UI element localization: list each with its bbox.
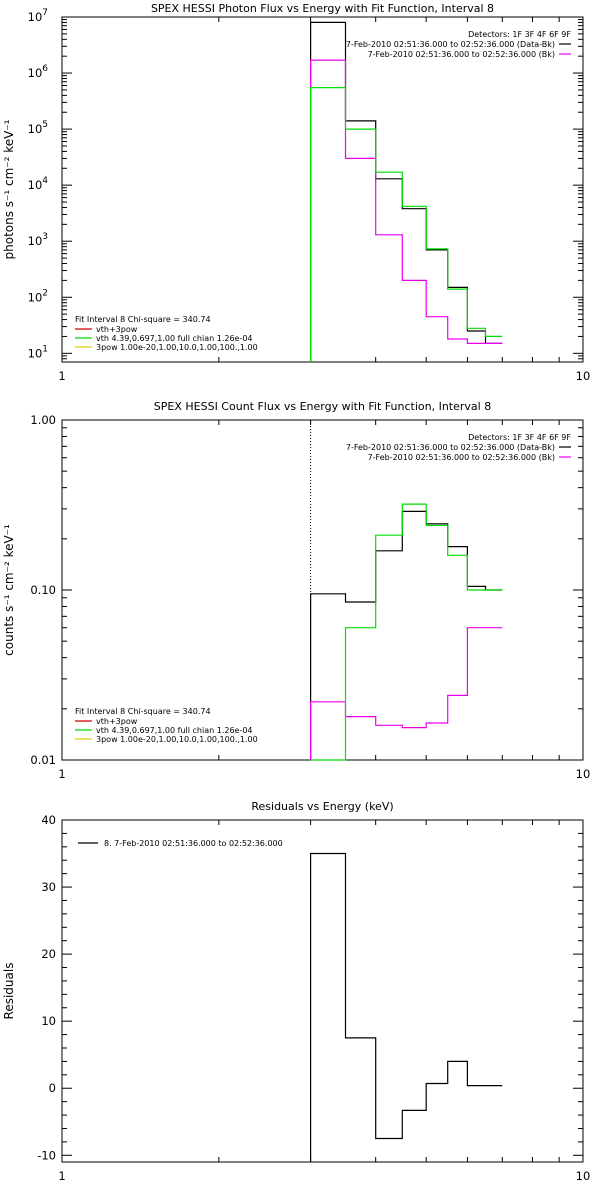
- y-tick-label: 105: [28, 120, 48, 136]
- y-tick-label: 1.00: [30, 413, 56, 427]
- legend-entry: 7-Feb-2010 02:51:36.000 to 02:52:36.000 …: [346, 443, 555, 452]
- legend-fit-item: 3pow 1.00e-20,1.00,10.0,1.00,100.,1.00: [96, 735, 258, 744]
- y-tick-label: 0.01: [30, 753, 56, 767]
- chart-title: SPEX HESSI Photon Flux vs Energy with Fi…: [151, 2, 494, 15]
- y-tick-label: 103: [28, 232, 48, 248]
- y-tick-base: 10: [28, 234, 43, 248]
- legend-fit-header: Fit Interval 8 Chi-square = 340.74: [75, 707, 211, 716]
- legend-detectors: Detectors: 1F 3F 4F 6F 9F: [468, 433, 571, 442]
- x-tick-label: 1: [58, 1169, 65, 1183]
- panel-1: SPEX HESSI Photon Flux vs Energy with Fi…: [2, 2, 590, 383]
- y-tick-label: 101: [28, 344, 48, 360]
- y-axis-label: counts s⁻¹ cm⁻² keV⁻¹: [2, 524, 16, 656]
- y-tick-label: 10: [41, 1014, 56, 1028]
- y-tick-label: 102: [28, 288, 48, 304]
- series-line-1: [310, 510, 503, 760]
- legend-fit-item: 3pow 1.00e-20,1.00,10.0,1.00,100.,1.00: [96, 343, 258, 352]
- y-tick-exponent: 1: [42, 344, 48, 354]
- x-tick-label: 10: [576, 369, 591, 383]
- y-tick-label: 107: [28, 8, 48, 24]
- y-tick-label: 0.10: [30, 583, 56, 597]
- legend-fit-header: Fit Interval 8 Chi-square = 340.74: [75, 315, 211, 324]
- y-axis-label: photons s⁻¹ cm⁻² keV⁻¹: [2, 119, 16, 259]
- y-tick-base: 10: [28, 290, 43, 304]
- y-tick-base: 10: [28, 122, 43, 136]
- legend-fit-item: vth 4.39,0.697,1.00 full chian 1.26e-04: [96, 334, 253, 343]
- legend-fit-item: vth 4.39,0.697,1.00 full chian 1.26e-04: [96, 726, 253, 735]
- series-line-2: [310, 59, 503, 362]
- y-tick-base: 10: [28, 66, 43, 80]
- y-tick-exponent: 7: [42, 8, 48, 18]
- series-line-3: [310, 87, 503, 362]
- series-line-2: [310, 627, 503, 760]
- series-line-1: [310, 21, 503, 362]
- x-tick-label: 10: [576, 767, 591, 781]
- y-tick-label: 104: [28, 176, 49, 192]
- y-axis-label: Residuals: [2, 963, 16, 1020]
- legend-detectors: Detectors: 1F 3F 4F 6F 9F: [468, 30, 571, 39]
- y-tick-label: 40: [41, 813, 56, 827]
- x-tick-label: 1: [58, 369, 65, 383]
- y-tick-exponent: 4: [42, 176, 48, 186]
- legend-fit-item: vth+3pow: [96, 717, 138, 726]
- y-tick-exponent: 2: [42, 288, 48, 298]
- y-tick-exponent: 6: [42, 64, 48, 74]
- panel-3: Residuals vs Energy (keV) Residuals 1 10 -10…: [2, 800, 590, 1183]
- y-tick-label: 20: [41, 947, 56, 961]
- y-tick-base: 10: [28, 346, 43, 360]
- plot-frame: [61, 16, 584, 363]
- y-tick-base: 10: [28, 10, 43, 24]
- chart-title: Residuals vs Energy (keV): [251, 800, 393, 813]
- y-tick-label: 0: [49, 1081, 56, 1095]
- y-tick-label: 30: [41, 880, 56, 894]
- y-tick-exponent: 3: [42, 232, 48, 242]
- chart-title: SPEX HESSI Count Flux vs Energy with Fit…: [154, 400, 491, 413]
- y-tick-label: 106: [28, 64, 49, 80]
- series-line-1: [310, 852, 503, 1162]
- legend-entry: 7-Feb-2010 02:51:36.000 to 02:52:36.000 …: [368, 453, 555, 462]
- legend-entry: 8. 7-Feb-2010 02:51:36.000 to 02:52:36.0…: [104, 839, 283, 848]
- y-tick-exponent: 5: [42, 120, 48, 130]
- y-tick-label: -10: [37, 1148, 56, 1162]
- legend-entry: 7-Feb-2010 02:51:36.000 to 02:52:36.000 …: [368, 50, 555, 59]
- legend-fit-item: vth+3pow: [96, 325, 138, 334]
- legend-entry: 7-Feb-2010 02:51:36.000 to 02:52:36.000 …: [346, 40, 555, 49]
- plot-frame: [61, 819, 584, 1163]
- x-tick-label: 1: [58, 767, 65, 781]
- panel-2: SPEX HESSI Count Flux vs Energy with Fit…: [2, 400, 590, 781]
- series-line-3: [310, 503, 503, 761]
- y-tick-base: 10: [28, 178, 43, 192]
- x-tick-label: 10: [576, 1169, 591, 1183]
